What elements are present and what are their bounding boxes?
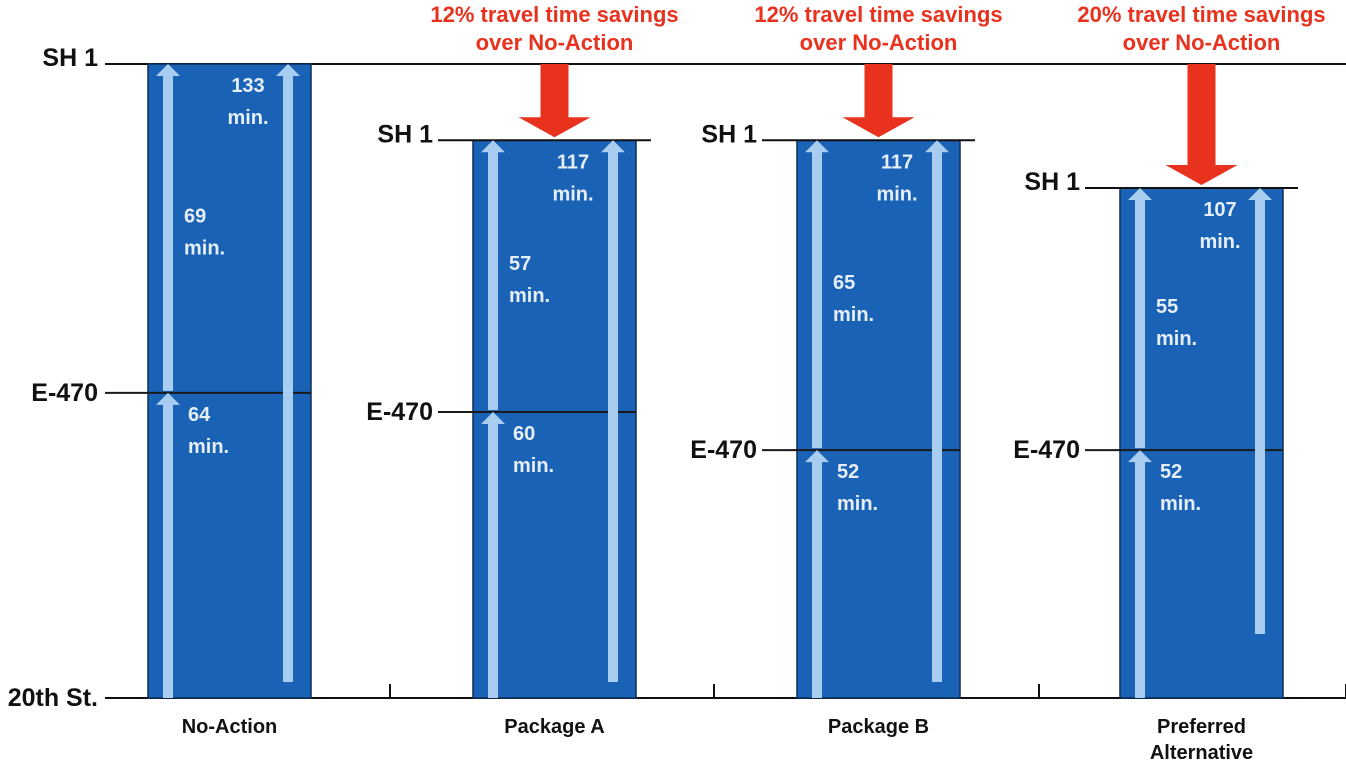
total-arrow-1: [601, 140, 625, 682]
stop-label-sh1-3: SH 1: [1024, 168, 1080, 196]
savings-label-line1-1: 12% travel time savings: [430, 2, 678, 27]
category-label-0: No-Action: [182, 716, 278, 738]
segment2-value-1: 57: [509, 253, 531, 275]
segment2-unit-3: min.: [1156, 328, 1197, 350]
segment2-unit-0: min.: [184, 237, 225, 259]
segment2-value-0: 69: [184, 205, 206, 227]
segment1-arrow-1: [481, 411, 505, 698]
savings-label-line1-3: 20% travel time savings: [1077, 2, 1325, 27]
savings-arrow-1: [518, 64, 591, 138]
total-value-2: 117: [881, 151, 913, 173]
segment1-value-2: 52: [837, 461, 859, 483]
savings-arrow-3: [1165, 64, 1238, 185]
stop-label-sh1-0: SH 1: [42, 44, 98, 72]
segment1-unit-3: min.: [1160, 493, 1201, 515]
category-label-2: Package B: [828, 716, 929, 738]
segment2-unit-2: min.: [833, 304, 874, 326]
segment1-unit-2: min.: [837, 493, 878, 515]
segment2-value-2: 65: [833, 272, 855, 294]
total-arrow-0: [276, 64, 300, 682]
segment1-arrow-2: [805, 450, 829, 698]
total-unit-1: min.: [552, 183, 593, 205]
savings-label-line2-2: over No-Action: [800, 30, 958, 55]
stop-label-e470-3: E-470: [1013, 436, 1080, 464]
segment1-unit-0: min.: [188, 436, 229, 458]
segment2-arrow-1: [481, 140, 505, 410]
total-value-0: 133: [231, 75, 264, 97]
segment2-arrow-0: [156, 64, 180, 391]
stop-label-20th: 20th St.: [8, 684, 98, 712]
savings-label-line2-1: over No-Action: [476, 30, 634, 55]
category-label-1: Package A: [504, 716, 604, 738]
segment2-arrow-3: [1128, 187, 1152, 449]
segment1-arrow-0: [156, 392, 180, 698]
segment2-value-3: 55: [1156, 296, 1178, 318]
total-value-1: 117: [557, 151, 589, 173]
total-arrow-3: [1248, 187, 1272, 634]
total-unit-2: min.: [876, 183, 917, 205]
total-value-3: 107: [1203, 199, 1236, 221]
savings-label-line2-3: over No-Action: [1123, 30, 1281, 55]
total-arrow-2: [925, 140, 949, 682]
segment1-value-0: 64: [188, 404, 211, 426]
segment1-value-1: 60: [513, 423, 535, 445]
stop-label-e470-2: E-470: [690, 436, 757, 464]
segment1-unit-1: min.: [513, 455, 554, 477]
total-unit-3: min.: [1199, 231, 1240, 253]
stop-label-e470-0: E-470: [31, 379, 98, 407]
category-label-3: Preferred: [1157, 716, 1246, 738]
stop-label-e470-1: E-470: [366, 398, 433, 426]
stop-label-sh1-1: SH 1: [377, 120, 433, 148]
stop-label-sh1-2: SH 1: [701, 120, 757, 148]
segment1-arrow-3: [1128, 450, 1152, 698]
savings-arrow-2: [842, 64, 915, 138]
savings-label-line1-2: 12% travel time savings: [754, 2, 1002, 27]
segment2-unit-1: min.: [509, 285, 550, 307]
segment1-value-3: 52: [1160, 461, 1182, 483]
segment2-arrow-2: [805, 140, 829, 449]
total-unit-0: min.: [227, 107, 268, 129]
category-label-3: Alternative: [1150, 742, 1253, 764]
